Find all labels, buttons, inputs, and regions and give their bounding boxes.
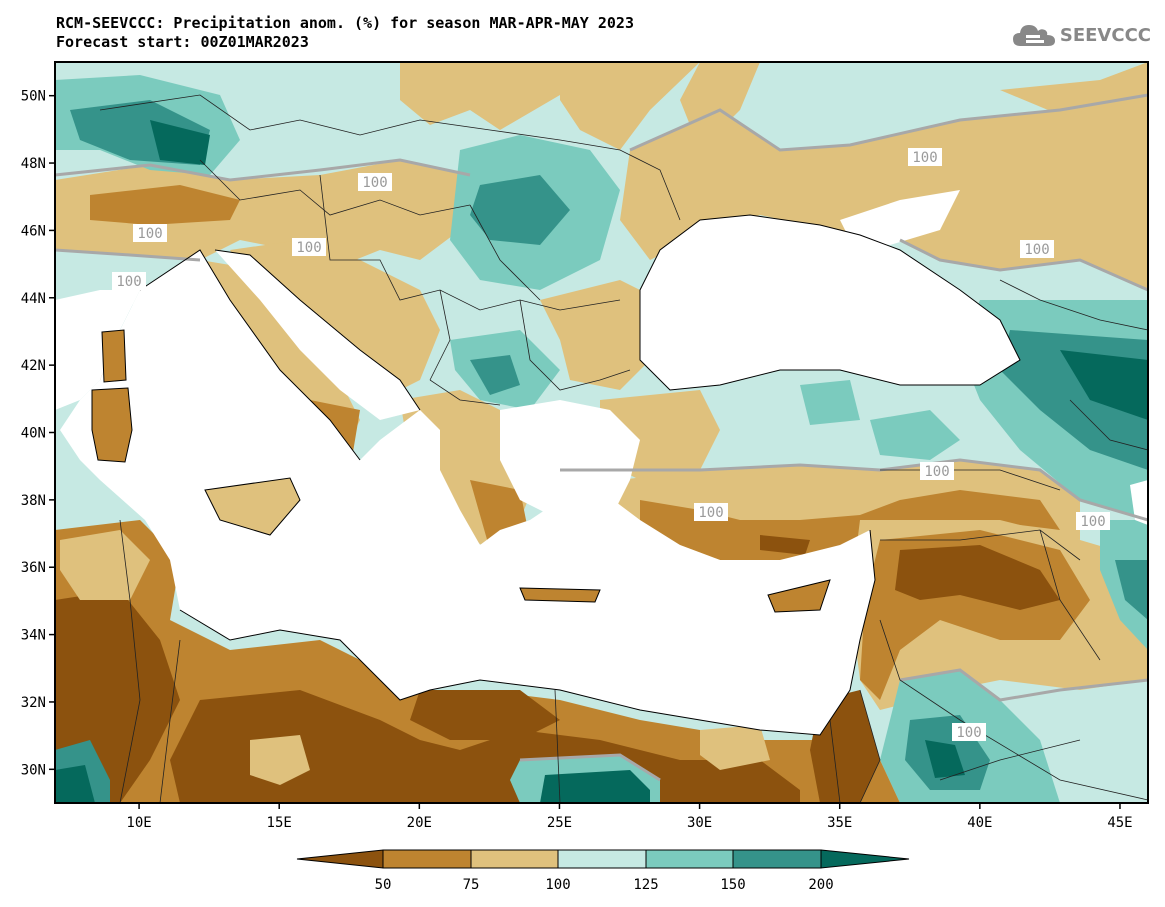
tyrrhenian-sea-west [55,290,140,410]
colorbar-50-75 [382,849,472,869]
lon-tick-label: 30E [687,815,712,831]
title-line-1: RCM-SEEVCCC: Precipitation anom. (%) for… [56,14,634,32]
lat-tick-label: 36N [21,560,46,576]
lat-tick-label: 50N [21,89,46,105]
mediterranean-sea [60,250,875,735]
adriatic-sea [215,250,420,420]
colorbar-75-100 [470,849,559,869]
lon-axis: 10E 15E 20E 25E 30E 35E 40E 45E [126,803,1133,831]
lat-tick-label: 42N [21,358,46,374]
contour-label: 100 [296,240,321,256]
seevccc-logo: SEEVCCC [1012,22,1151,48]
country-borders [99,94,1148,803]
contour-label: 100 [924,464,949,480]
contour-label: 100 [698,505,723,521]
azov-sea [840,190,960,245]
lon-tick-label: 35E [827,815,852,831]
cloud-logo-icon [1012,25,1055,46]
lon-tick-label: 40E [967,815,992,831]
lat-axis: 50N 48N 46N 44N 42N 40N 38N 36N 34N 32N 30N [21,89,55,778]
caspian-sea [1130,480,1148,525]
lat-tick-label: 44N [21,291,46,307]
lat-tick-label: 30N [21,762,46,778]
colorbar-label: 75 [463,877,480,893]
lat-tick-label: 38N [21,493,46,509]
sicily [205,478,300,535]
lon-tick-label: 10E [126,815,151,831]
map-title: RCM-SEEVCCC: Precipitation anom. (%) for… [56,14,634,52]
lon-tick-label: 15E [267,815,292,831]
contour-label: 100 [362,175,387,191]
logo-text: SEEVCCC [1059,24,1151,46]
title-line-2: Forecast start: 00Z01MAR2023 [56,33,309,51]
lat-tick-label: 46N [21,223,46,239]
coastlines [91,214,1021,736]
lat-tick-label: 48N [21,156,46,172]
cyprus [768,580,830,612]
aegean-sea [500,400,640,520]
lat-tick-label: 32N [21,695,46,711]
contour-label: 100 [1080,514,1105,530]
colorbar-label: 50 [375,877,392,893]
colorbar-150-200 [732,849,822,869]
lat-tick-label: 40N [21,426,46,442]
colorbar-label: 100 [545,877,570,893]
colorbar-label: 125 [633,877,658,893]
lon-tick-label: 20E [407,815,432,831]
contour-label: 100 [912,150,937,166]
contour-label: 100 [116,274,141,290]
lon-tick-label: 45E [1107,815,1132,831]
contour-labels: 100 100 100 100 100 100 100 100 100 100 [112,148,1110,741]
lat-tick-label: 34N [21,628,46,644]
colorbar-label: 200 [808,877,833,893]
anomaly-field: 100 100 100 100 100 100 100 100 100 100 [55,62,1148,803]
colorbar-100-125 [557,849,647,869]
colorbar-125-150 [645,849,734,869]
colorbar-label: 150 [720,877,745,893]
lon-tick-label: 25E [547,815,572,831]
contour-label: 100 [137,226,162,242]
colorbar: 50 75 100 125 150 200 [296,849,910,893]
colorbar-below-50 [296,849,384,869]
crete [520,588,600,602]
black-sea [640,215,1020,390]
contour-label: 100 [1024,242,1049,258]
sardinia [92,388,132,462]
colorbar-above-200 [820,849,910,869]
contour-label: 100 [956,725,981,741]
corsica [102,330,126,382]
